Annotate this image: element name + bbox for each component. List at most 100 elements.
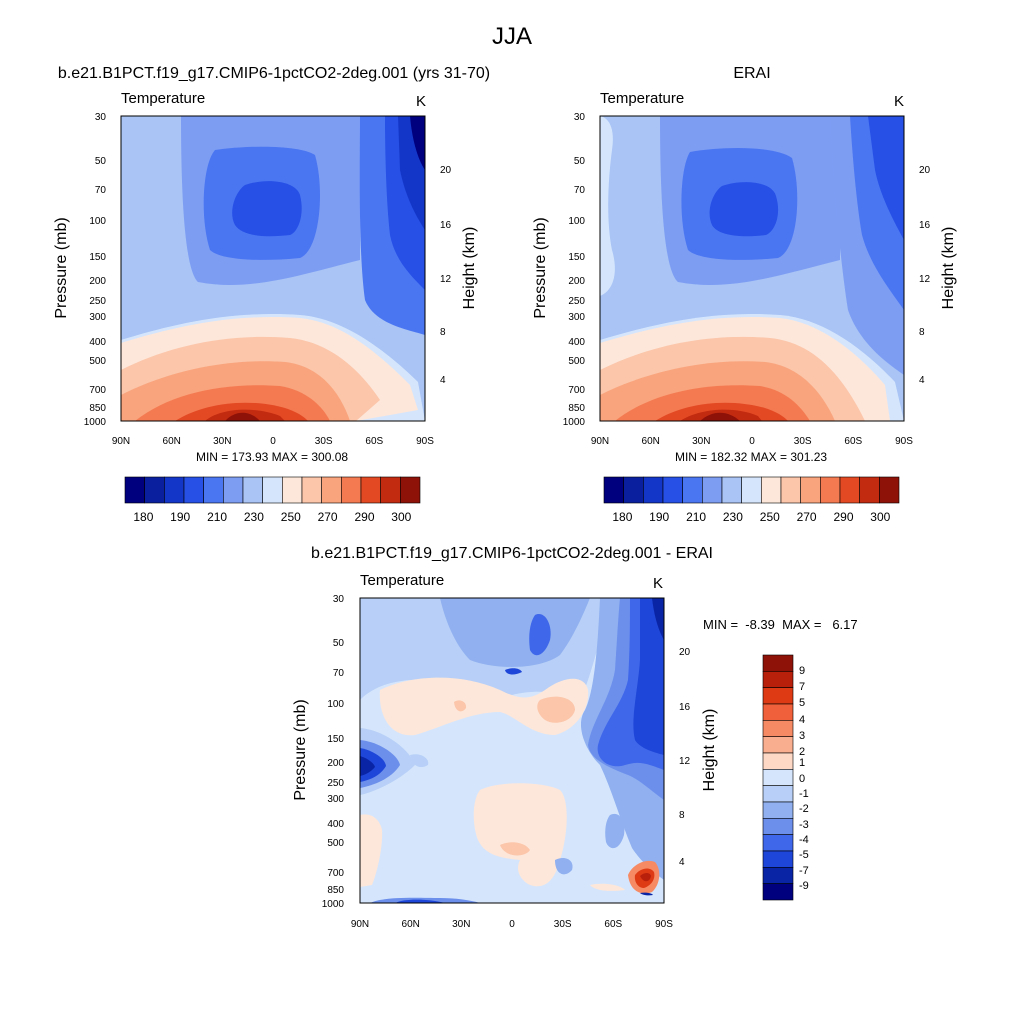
colorbar-swatch [144, 476, 165, 504]
colorbar-label: 290 [833, 510, 853, 524]
contour-band [454, 700, 467, 712]
contour-band [440, 598, 590, 667]
x-tick-label: 60N [402, 919, 420, 930]
plot-area [359, 597, 665, 904]
colorbar-swatch [223, 476, 244, 504]
colorbar-label: 1 [799, 757, 805, 769]
contour-band [652, 598, 664, 640]
colorbar-swatch [800, 476, 821, 504]
figure-title: JJA [492, 23, 532, 50]
y-tick-label: 100 [327, 699, 344, 710]
panel-difference: b.e21.B1PCT.f19_g17.CMIP6-1pctCO2-2deg.0… [292, 545, 858, 930]
y-tick-label: 300 [568, 312, 585, 323]
panel-title: b.e21.B1PCT.f19_g17.CMIP6-1pctCO2-2deg.0… [311, 545, 713, 562]
x-tick-label: 30S [554, 919, 572, 930]
x-tick-label: 0 [509, 919, 515, 930]
colorbar-label: 290 [354, 510, 374, 524]
contour-band [360, 814, 383, 887]
x-tick-label: 90N [591, 436, 609, 447]
colorbar-label: 0 [799, 773, 805, 785]
contour-band [473, 783, 567, 887]
y-right-tick-label: 8 [679, 810, 685, 821]
colorbar-swatch [762, 850, 794, 868]
colorbar-swatch [762, 785, 794, 803]
x-axis: 90N 60N 30N 0 30S 60S 90S [112, 436, 434, 447]
plot-frame [359, 597, 665, 904]
left-string: Temperature [121, 90, 205, 107]
panel-reanalysis: ERAI Temperature K 30 50 70 100 [532, 65, 957, 524]
y-axis-right: 20 16 12 8 4 [919, 165, 931, 386]
colorbar-swatch [203, 476, 224, 504]
y-tick-label: 500 [327, 838, 344, 849]
y-axis-right: 20 16 12 8 4 [679, 647, 691, 868]
colorbar-swatch [183, 476, 204, 504]
x-tick-label: 90S [895, 436, 913, 447]
contour-band [640, 892, 653, 896]
x-tick-label: 60N [642, 436, 660, 447]
colorbar-label: 210 [686, 510, 706, 524]
x-tick-label: 30N [452, 919, 470, 930]
colorbar-label: -2 [799, 803, 809, 815]
panel-model: b.e21.B1PCT.f19_g17.CMIP6-1pctCO2-2deg.0… [53, 65, 490, 524]
y-axis-title: Pressure (mb) [532, 217, 549, 318]
y-tick-label: 150 [327, 734, 344, 745]
colorbar-label: 2 [799, 746, 805, 758]
colorbar-swatch [124, 476, 145, 504]
y-tick-label: 100 [568, 216, 585, 227]
colorbar-swatch [762, 867, 794, 884]
colorbar-label: 3 [799, 730, 805, 742]
colorbar-label: 230 [244, 510, 264, 524]
panel-title: b.e21.B1PCT.f19_g17.CMIP6-1pctCO2-2deg.0… [58, 65, 490, 82]
colorbar-swatch [761, 476, 782, 504]
contour-band [505, 668, 522, 675]
colorbar-label: 180 [133, 510, 153, 524]
colorbar-swatch [623, 476, 644, 504]
contour-band [709, 182, 779, 237]
y-tick-label: 50 [333, 638, 345, 649]
colorbar-label: -9 [799, 880, 809, 892]
contour-band [605, 813, 625, 849]
colorbar-label: 250 [760, 510, 780, 524]
colorbar-swatch [360, 476, 381, 504]
panel-title: ERAI [733, 65, 770, 82]
colorbar-swatch [380, 476, 401, 504]
colorbar-swatch [643, 476, 664, 504]
contour-band [529, 614, 551, 656]
colorbar-label: 190 [170, 510, 190, 524]
colorbar-swatch [762, 834, 794, 852]
contour-band [640, 873, 651, 882]
y-tick-label: 200 [89, 276, 106, 287]
colorbar-swatch [839, 476, 860, 504]
y-tick-label: 1000 [322, 899, 345, 910]
colorbar-label: -1 [799, 788, 809, 800]
y-right-tick-label: 8 [919, 327, 925, 338]
y-tick-label: 500 [568, 356, 585, 367]
y-tick-label: 850 [327, 885, 344, 896]
colorbar-swatch [242, 476, 263, 504]
y-tick-label: 200 [327, 758, 344, 769]
colorbar: 180 190 210 230 250 270 290 300 [603, 476, 900, 524]
x-axis: 90N 60N 30N 0 30S 60S 90S [591, 436, 913, 447]
y-right-tick-label: 12 [679, 756, 691, 767]
contour-band [700, 412, 740, 421]
x-tick-label: 0 [270, 436, 276, 447]
contour-band [555, 858, 573, 875]
y-tick-label: 250 [568, 296, 585, 307]
x-tick-label: 90N [112, 436, 130, 447]
colorbar-label: -3 [799, 819, 809, 831]
plot-frame [120, 115, 426, 422]
y-tick-label: 30 [333, 594, 345, 605]
colorbar-swatches [124, 476, 421, 504]
y-tick-label: 1000 [84, 417, 107, 428]
contour-band [600, 116, 615, 296]
colorbar-swatch [762, 671, 794, 688]
colorbar-swatch [282, 476, 303, 504]
y-tick-label: 400 [89, 337, 106, 348]
x-axis: 90N 60N 30N 0 30S 60S 90S [351, 919, 673, 930]
y-tick-label: 850 [89, 403, 106, 414]
colorbar-swatch [762, 703, 794, 721]
colorbar-label: -5 [799, 849, 809, 861]
colorbar-swatch [702, 476, 723, 504]
y-right-tick-label: 16 [919, 220, 931, 231]
y-tick-label: 400 [327, 819, 344, 830]
